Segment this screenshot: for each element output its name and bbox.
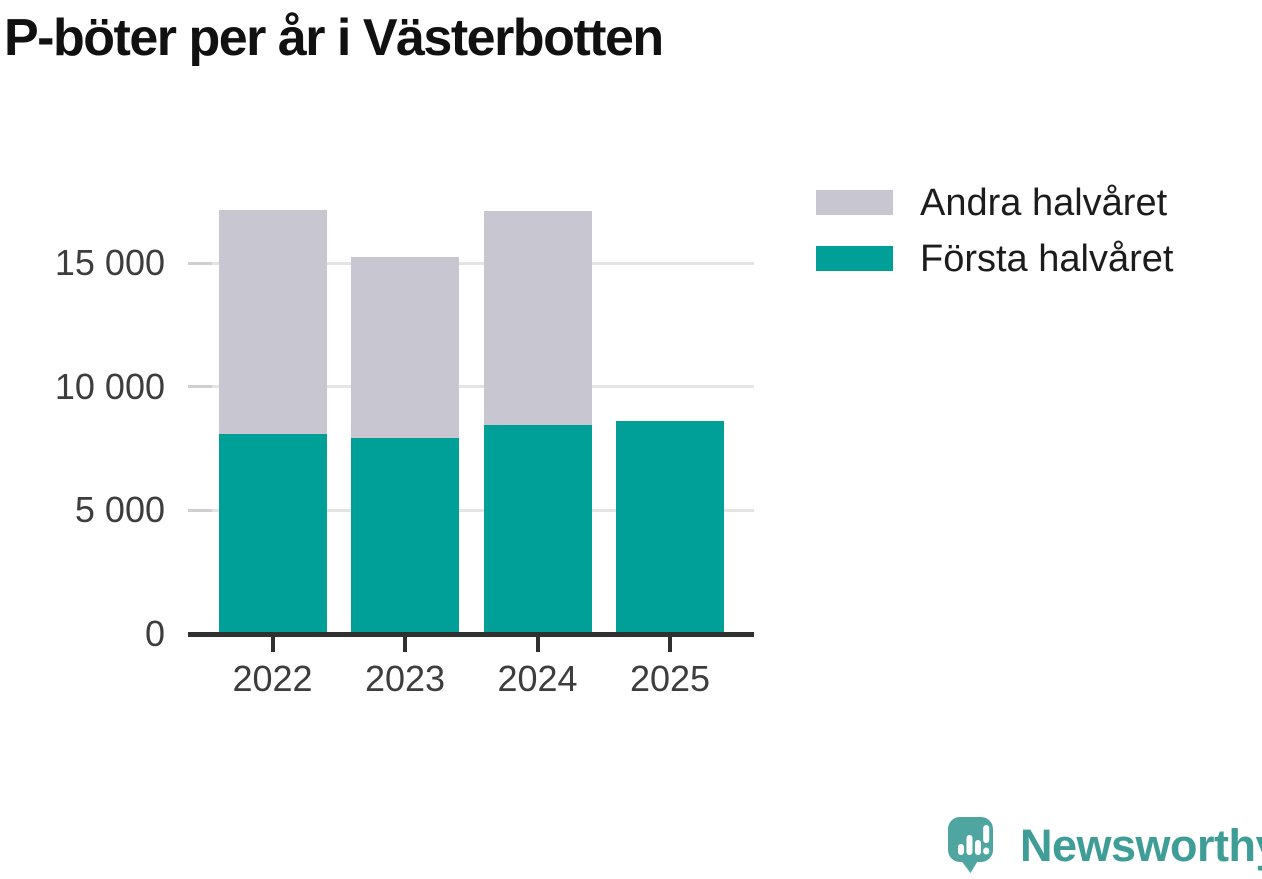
y-axis-tick-label: 5 000 bbox=[74, 489, 165, 531]
y-gridline bbox=[188, 385, 754, 389]
bar-segment-2022-andra-halvåret bbox=[218, 210, 327, 434]
newsworthy-logo: Newsworthy bbox=[947, 815, 1262, 873]
bar-segment-2023-andra-halvåret bbox=[351, 257, 459, 438]
y-gridline bbox=[188, 508, 754, 512]
legend-item-andra-halvaret: Andra halvåret bbox=[816, 180, 1173, 225]
x-axis-line bbox=[188, 632, 754, 637]
newsworthy-speech-bubble-barchart-icon bbox=[948, 817, 993, 873]
y-tick-mark bbox=[188, 385, 212, 389]
newsworthy-logo-text: Newsworthy bbox=[1020, 820, 1262, 871]
legend-item-forsta-halvaret: Första halvåret bbox=[816, 236, 1173, 281]
y-tick-mark bbox=[188, 261, 212, 265]
x-axis-tick-label: 2022 bbox=[232, 658, 313, 699]
legend-label: Första halvåret bbox=[920, 237, 1174, 280]
bar-segment-2023-första-halvåret bbox=[351, 437, 459, 634]
bar-segment-2025-första-halvåret bbox=[616, 421, 724, 634]
legend-swatch-forsta-halvaret bbox=[816, 246, 893, 271]
y-tick-mark bbox=[188, 508, 212, 512]
x-axis-tick-mark bbox=[668, 637, 672, 652]
legend-label: Andra halvåret bbox=[920, 181, 1168, 224]
x-axis-tick-mark bbox=[270, 637, 275, 652]
legend: Andra halvåret Första halvåret bbox=[816, 180, 1173, 292]
y-axis-tick-label: 15 000 bbox=[54, 242, 165, 284]
x-axis-tick-label: 2023 bbox=[364, 658, 446, 699]
x-axis-tick-label: 2025 bbox=[629, 658, 711, 699]
x-axis-tick-label: 2024 bbox=[497, 658, 578, 699]
y-gridline bbox=[188, 261, 754, 265]
x-axis-tick-mark bbox=[535, 637, 540, 652]
bar-segment-2022-första-halvåret bbox=[218, 433, 327, 634]
x-axis-tick-mark bbox=[403, 637, 407, 652]
chart-title: P-böter per år i Västerbotten bbox=[4, 9, 664, 67]
bar-segment-2024-andra-halvåret bbox=[483, 211, 592, 426]
legend-swatch-andra-halvaret bbox=[816, 190, 893, 215]
y-axis-tick-label: 10 000 bbox=[54, 365, 165, 407]
bar-segment-2024-första-halvåret bbox=[483, 425, 592, 634]
y-axis-tick-label: 0 bbox=[144, 613, 165, 654]
